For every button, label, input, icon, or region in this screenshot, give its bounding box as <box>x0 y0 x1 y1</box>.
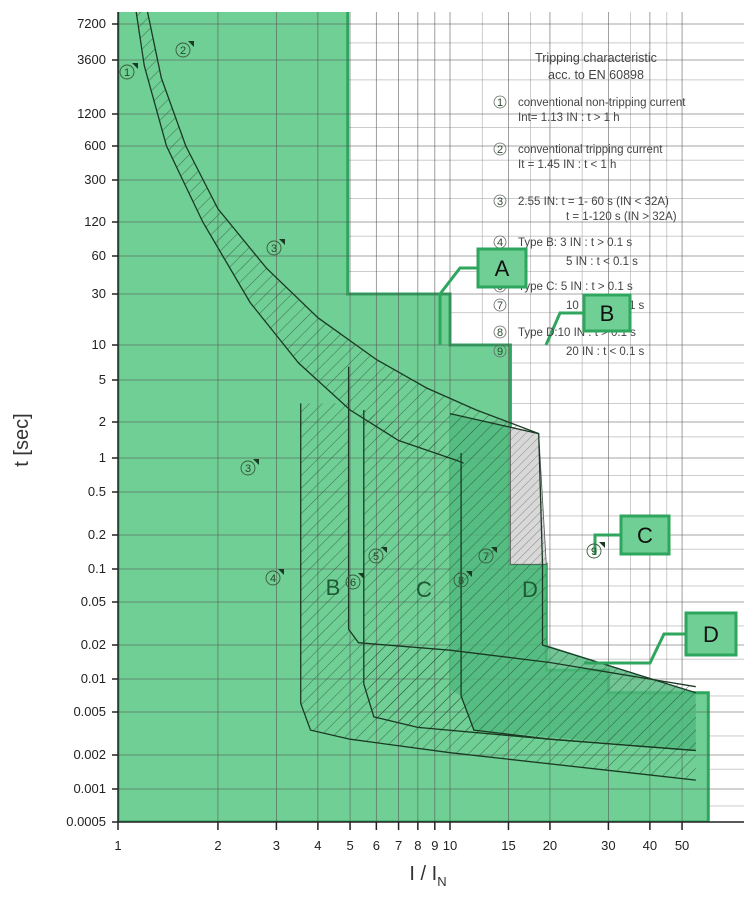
y-tick-label: 0.01 <box>81 671 106 686</box>
legend-text: Type C: 5 IN : t > 0.1 s <box>518 281 633 293</box>
legend-text: 2.55 IN: t = 1- 60 s (IN < 32A) <box>518 196 669 208</box>
legend-text: conventional non-tripping current <box>518 97 686 109</box>
x-axis-title: I / IN <box>409 863 446 889</box>
y-tick-label: 0.005 <box>73 704 106 719</box>
x-tick-label: 5 <box>346 838 353 853</box>
legend-number: 4 <box>497 237 503 249</box>
curve-marker-number: 8 <box>458 575 464 587</box>
curve-marker-number: 3 <box>271 243 277 255</box>
curve-marker-number: 3 <box>245 463 251 475</box>
legend-number: 9 <box>497 346 503 358</box>
y-axis-title: t [sec] <box>11 413 33 466</box>
curve-marker-number: 2 <box>180 45 186 57</box>
callout-label: C <box>637 523 653 548</box>
y-tick-label: 0.002 <box>73 747 106 762</box>
zone-label: B <box>326 575 341 600</box>
callout-label: D <box>703 622 719 647</box>
curve-marker-number: 7 <box>483 551 489 563</box>
legend-title: Tripping characteristic <box>535 51 657 65</box>
x-tick-label: 4 <box>314 838 321 853</box>
curve-marker-number: 5 <box>373 551 379 563</box>
y-tick-label: 0.05 <box>81 594 106 609</box>
curve-marker-number: 1 <box>124 67 130 79</box>
callout-label: B <box>600 301 615 326</box>
curve-marker-number: 9 <box>591 546 597 558</box>
legend-text: It = 1.45 IN : t < 1 h <box>518 159 616 171</box>
y-tick-label: 300 <box>84 172 106 187</box>
y-tick-label: 0.2 <box>88 527 106 542</box>
x-tick-label: 30 <box>601 838 615 853</box>
legend-text: t = 1-120 s (IN > 32A) <box>566 211 677 223</box>
legend-number: 8 <box>497 327 503 339</box>
y-tick-label: 2 <box>99 414 106 429</box>
x-tick-label: 10 <box>443 838 457 853</box>
y-tick-label: 0.1 <box>88 561 106 576</box>
legend-number: 2 <box>497 144 503 156</box>
x-tick-label: 40 <box>643 838 657 853</box>
y-tick-label: 0.0005 <box>66 814 106 829</box>
y-tick-label: 60 <box>92 248 106 263</box>
legend-text: 20 IN : t < 0.1 s <box>566 346 645 358</box>
x-tick-label: 8 <box>414 838 421 853</box>
y-tick-label: 0.5 <box>88 484 106 499</box>
x-tick-label: 20 <box>543 838 557 853</box>
curve-marker-number: 6 <box>350 577 356 589</box>
x-tick-label: 9 <box>431 838 438 853</box>
y-tick-label: 3600 <box>77 52 106 67</box>
legend-number: 3 <box>497 196 503 208</box>
y-tick-label: 1 <box>99 450 106 465</box>
zone-label: C <box>416 577 432 602</box>
x-tick-label: 1 <box>114 838 121 853</box>
legend-text: conventional tripping current <box>518 144 663 156</box>
y-tick-label: 0.001 <box>73 781 106 796</box>
y-axis-ticks: 0.0005 0.001 0.002 0.005 0.01 0.02 0.05 0.1 0.2 0… <box>66 16 118 829</box>
y-tick-label: 7200 <box>77 16 106 31</box>
legend-number: 7 <box>497 300 503 312</box>
legend-text: Type B: 3 IN : t > 0.1 s <box>518 237 632 249</box>
callout-label: A <box>495 256 510 281</box>
x-tick-label: 15 <box>501 838 515 853</box>
x-tick-label: 6 <box>373 838 380 853</box>
legend-number: 1 <box>497 97 503 109</box>
curve-marker-number: 4 <box>270 573 276 585</box>
y-tick-label: 1200 <box>77 106 106 121</box>
legend-text: 5 IN : t < 0.1 s <box>566 256 638 268</box>
x-tick-label: 50 <box>675 838 689 853</box>
y-tick-label: 0.02 <box>81 637 106 652</box>
y-tick-label: 120 <box>84 214 106 229</box>
zone-label: D <box>522 577 538 602</box>
legend-title: acc. to EN 60898 <box>548 68 644 82</box>
y-tick-label: 5 <box>99 372 106 387</box>
y-tick-label: 600 <box>84 138 106 153</box>
x-tick-label: 2 <box>214 838 221 853</box>
y-tick-label: 30 <box>92 286 106 301</box>
y-tick-label: 10 <box>92 337 106 352</box>
legend-text: Int= 1.13 IN : t > 1 h <box>518 112 620 124</box>
x-axis-title-subscript: N <box>437 874 446 889</box>
x-tick-label: 3 <box>273 838 280 853</box>
x-tick-label: 7 <box>395 838 402 853</box>
x-axis-ticks: 1 2 3 4 5 6 7 8 9 10 15 20 30 40 50 <box>114 822 689 853</box>
